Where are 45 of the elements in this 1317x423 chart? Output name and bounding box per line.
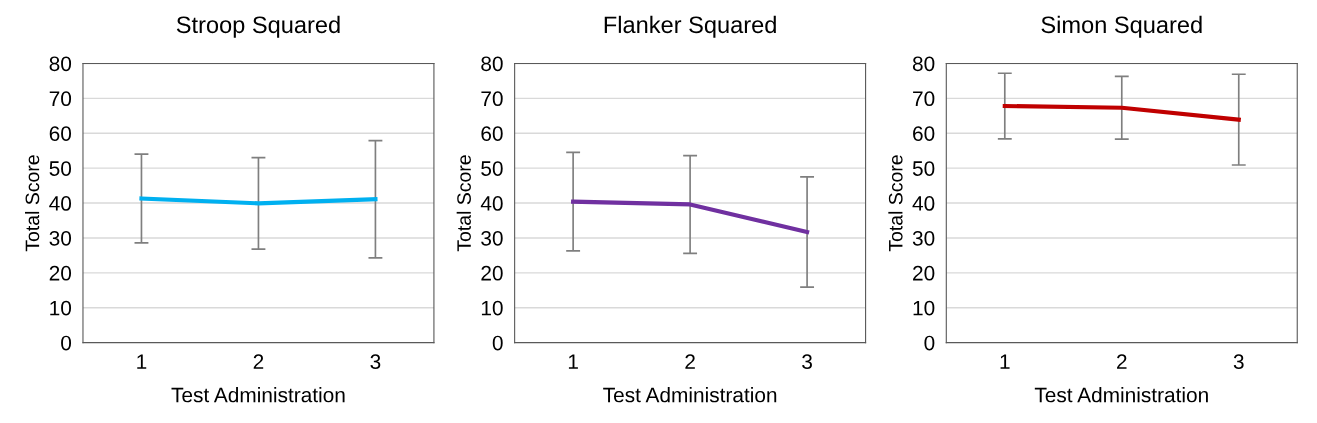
y-tick-label: 0 [924, 335, 935, 351]
x-tick-label: 3 [802, 354, 812, 370]
chart-title: Stroop Squared [176, 15, 340, 38]
y-tick-label: 50 [49, 161, 72, 176]
y-tick-label: 60 [49, 126, 72, 141]
y-axis-title: Total Score [456, 155, 471, 252]
y-tick-label: 20 [481, 265, 503, 281]
x-tick-label: 1 [137, 354, 147, 369]
x-axis-title: Test Administration [171, 387, 345, 403]
y-tick-label: 70 [481, 91, 503, 107]
y-tick-label: 70 [49, 91, 72, 107]
x-tick-label: 2 [253, 354, 264, 369]
y-tick-label: 30 [49, 230, 72, 246]
x-tick-label: 3 [370, 354, 381, 370]
y-tick-label: 0 [492, 335, 503, 351]
chart-title: Simon Squared [1041, 15, 1202, 38]
x-tick-label: 1 [1000, 354, 1010, 369]
x-axis-title: Test Administration [1034, 387, 1208, 403]
y-tick-label: 10 [481, 300, 503, 316]
y-tick-label: 40 [49, 196, 72, 211]
y-axis-title: Total Score [888, 155, 903, 252]
y-tick-label: 60 [481, 126, 503, 141]
y-tick-label: 50 [481, 161, 503, 176]
y-axis-title: Total Score [25, 155, 40, 252]
y-tick-label: 30 [912, 230, 935, 246]
y-tick-label: 40 [480, 196, 503, 211]
x-tick-label: 3 [1233, 354, 1244, 370]
y-tick-label: 70 [913, 91, 935, 107]
y-tick-label: 20 [49, 265, 72, 281]
x-tick-label: 1 [568, 354, 578, 369]
x-axis-title: Test Administration [603, 387, 777, 403]
y-tick-label: 80 [912, 56, 935, 72]
y-tick-label: 80 [481, 56, 503, 72]
y-tick-label: 10 [50, 300, 72, 316]
y-tick-label: 0 [61, 335, 72, 351]
y-tick-label: 10 [913, 300, 935, 316]
y-tick-label: 50 [912, 161, 935, 176]
y-tick-label: 30 [481, 230, 503, 246]
y-tick-label: 80 [49, 56, 72, 72]
x-tick-label: 2 [1117, 354, 1127, 369]
chart-title: Flanker Squared [604, 15, 776, 38]
y-tick-label: 20 [913, 265, 935, 281]
y-tick-label: 60 [913, 126, 935, 141]
y-tick-label: 40 [912, 196, 935, 211]
x-tick-label: 2 [685, 354, 695, 369]
